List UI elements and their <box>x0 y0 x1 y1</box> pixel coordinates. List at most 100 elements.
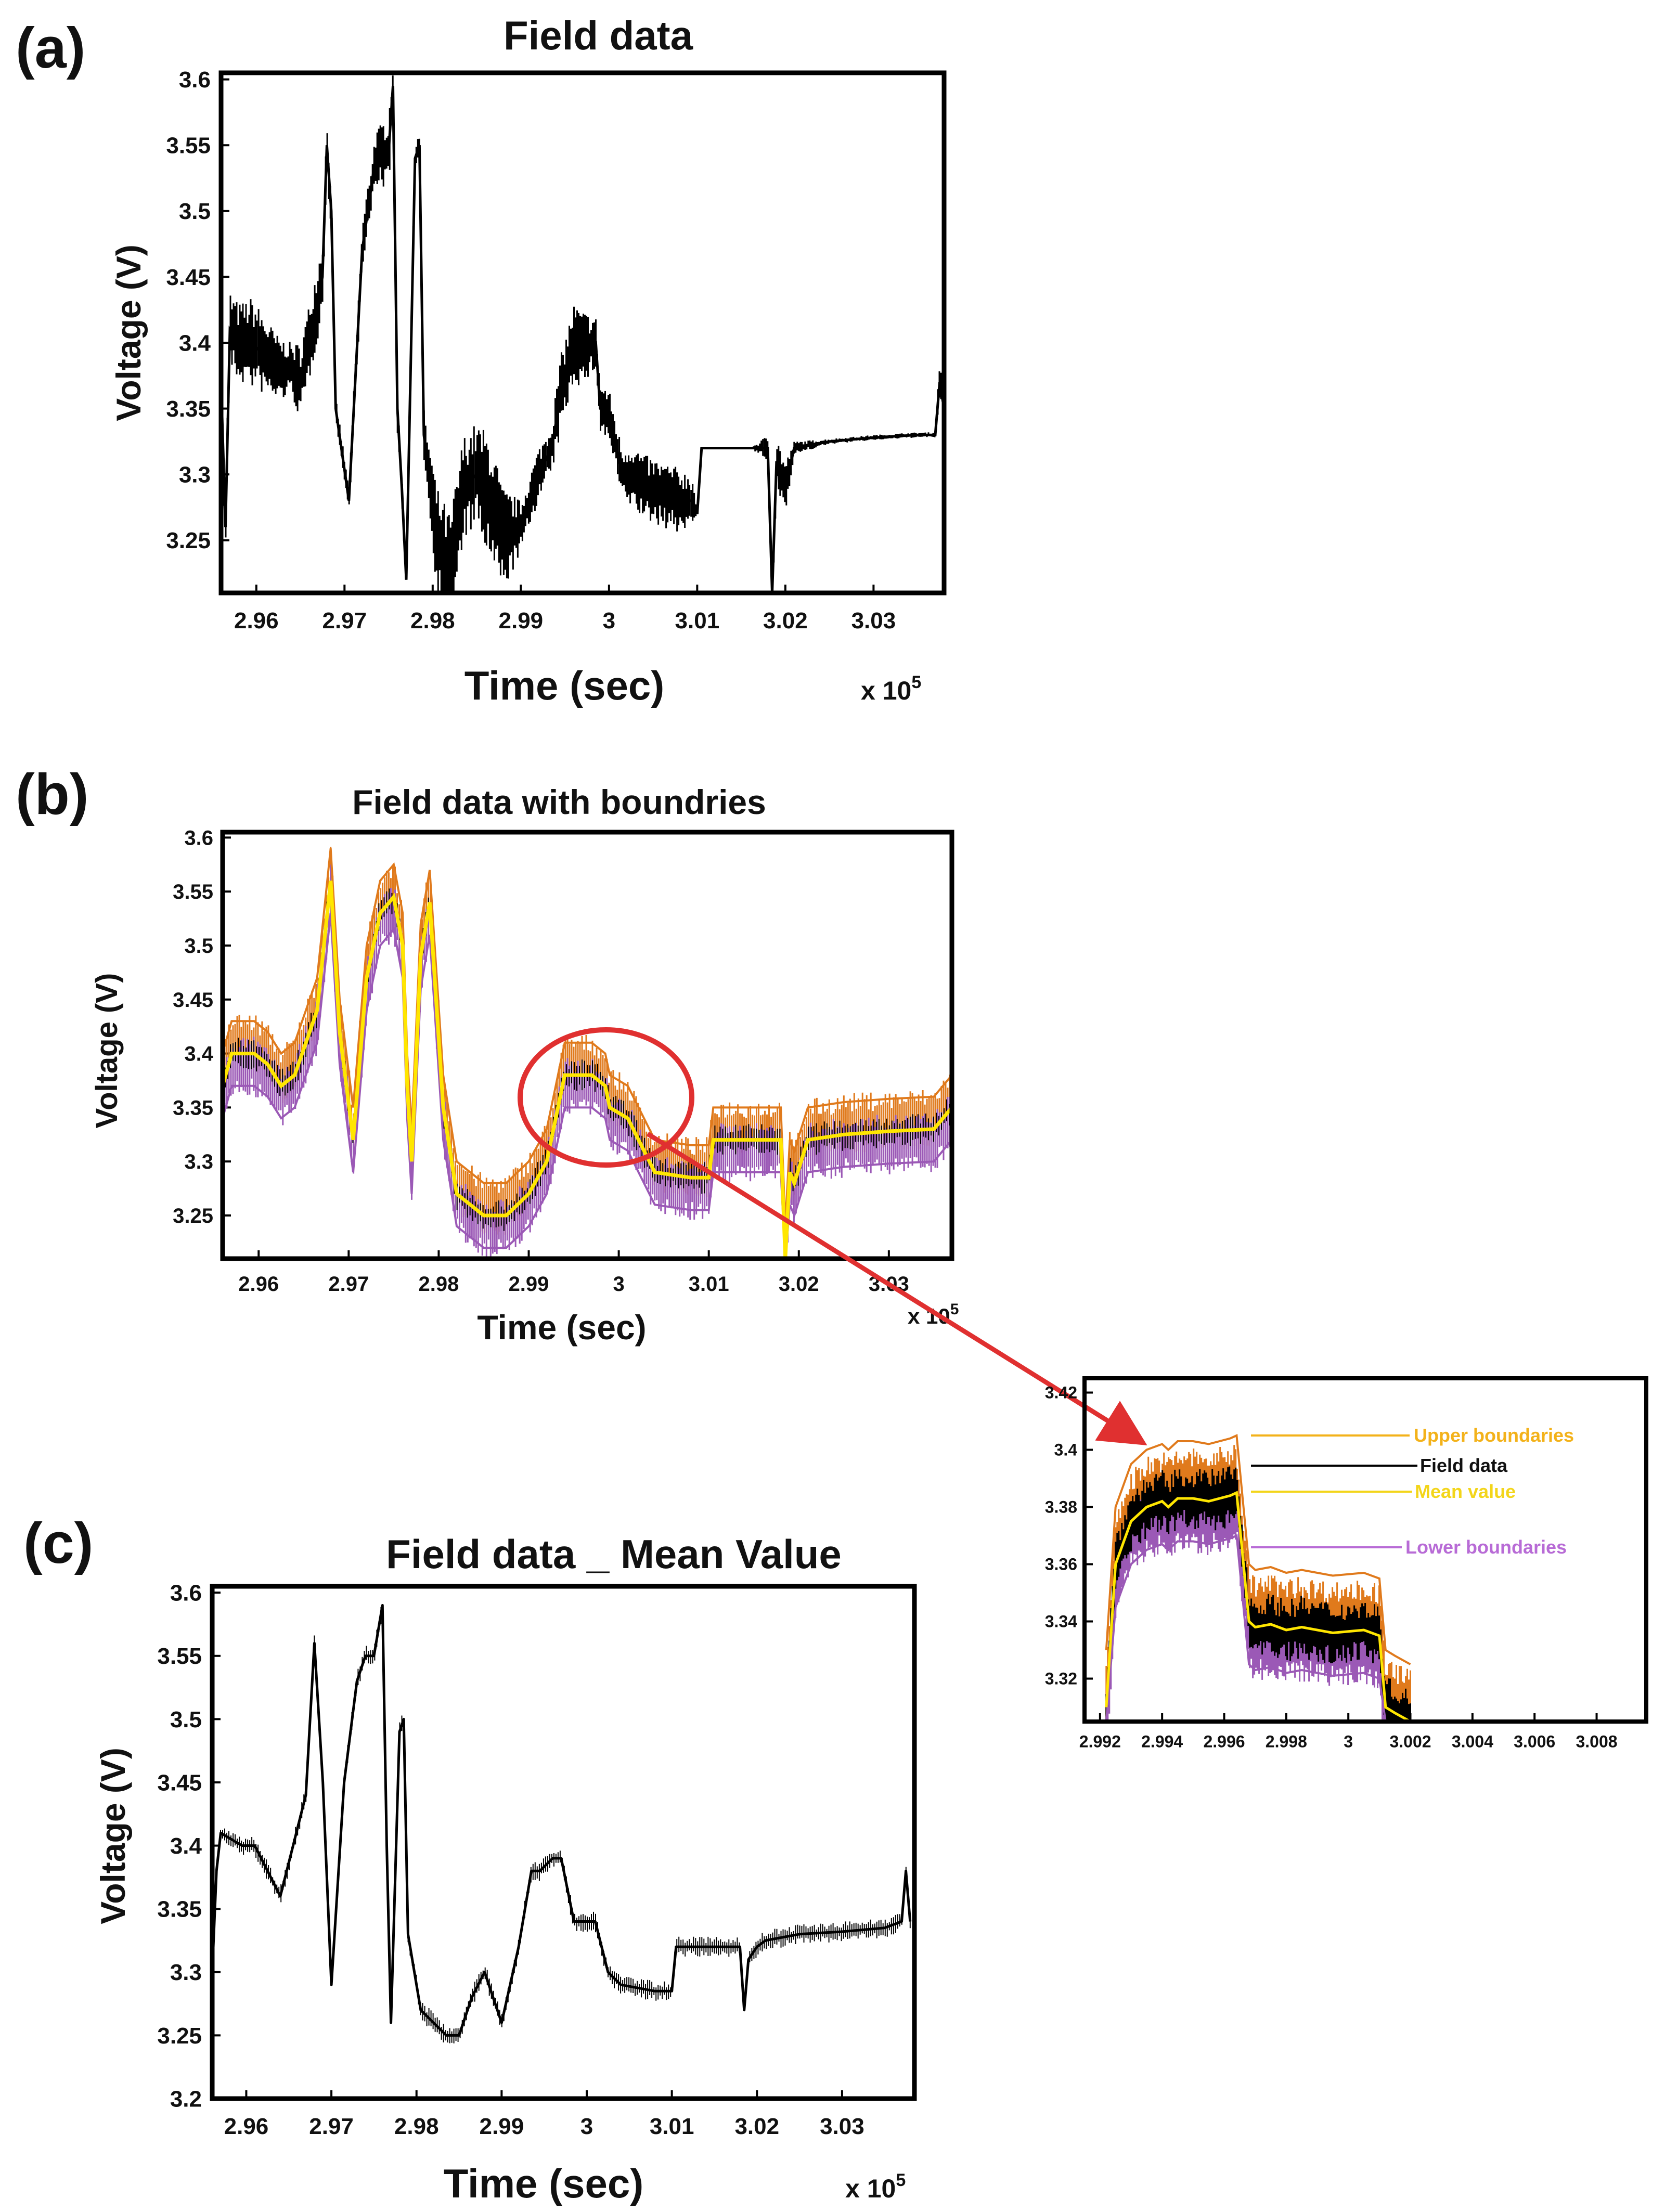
zoom-callout-arrow <box>646 1132 1147 1446</box>
x-tick-label: 2.96 <box>224 2114 269 2139</box>
chart-b-ylabel: Voltage (V) <box>90 973 124 1129</box>
chart-c-plot <box>211 1604 912 2043</box>
y-tick-label: 3.45 <box>157 1770 202 1795</box>
y-tick-label: 3.35 <box>166 396 211 422</box>
chart-a-ylabel: Voltage (V) <box>109 244 148 421</box>
x-tick-label: 3.01 <box>650 2114 694 2139</box>
x-tick-label: 2.99 <box>499 608 544 633</box>
x-tick-label: 2.992 <box>1079 1732 1121 1751</box>
chart-a-plot <box>220 75 946 593</box>
chart-a-title: Field data <box>504 12 693 58</box>
chart-c-title: Field data _ Mean Value <box>386 1531 842 1577</box>
x-tick-label: 3.002 <box>1389 1732 1431 1751</box>
y-tick-label: 3.32 <box>1045 1670 1077 1688</box>
y-tick-label: 3.36 <box>1045 1555 1077 1574</box>
chart-b-title: Field data with boundries <box>352 783 766 821</box>
x-tick-label: 3 <box>613 1273 624 1296</box>
x-tick-label: 2.97 <box>322 608 367 633</box>
zoom-legend: Upper boundaries Field data Mean value L… <box>1251 1425 1574 1558</box>
panel-label-b: (b) <box>16 762 88 826</box>
y-tick-label: 3.4 <box>170 1833 202 1859</box>
y-tick-label: 3.3 <box>179 462 211 488</box>
x-tick-label: 3 <box>580 2114 593 2139</box>
field-data-band <box>220 75 945 593</box>
x-tick-label: 2.98 <box>418 1273 459 1296</box>
chart-b-xlabel: Time (sec) <box>477 1308 646 1347</box>
x-tick-label: 2.98 <box>394 2114 439 2139</box>
y-tick-label: 3.34 <box>1045 1612 1077 1631</box>
y-tick-label: 3.4 <box>179 330 211 356</box>
y-tick-label: 3.6 <box>170 1581 202 1606</box>
x-tick-label: 3.03 <box>820 2114 864 2139</box>
panel-c: (c) Field data _ Mean Value 2.96 2.97 2.98… <box>23 1511 917 2206</box>
x-tick-label: 3.008 <box>1576 1732 1617 1751</box>
y-tick-label: 3.6 <box>184 826 213 849</box>
chart-c-ticks: 2.96 2.97 2.98 2.99 3 3.01 3.02 3.03 3.2 3.25 3.3 3… <box>157 1581 864 2140</box>
y-tick-label: 3.55 <box>173 881 213 903</box>
chart-c-multiplier: x 105 <box>845 2170 906 2203</box>
panel-label-c: (c) <box>23 1511 93 1575</box>
legend-lower-boundaries: Lower boundaries <box>1405 1536 1567 1558</box>
y-tick-label: 3.5 <box>179 199 211 224</box>
y-tick-label: 3.55 <box>157 1644 202 1669</box>
x-tick-label: 3.01 <box>689 1273 729 1296</box>
panel-a: (a) Field data 2.96 2.97 2.98 2.99 3 3.01 3.02… <box>16 12 947 708</box>
x-tick-label: 2.994 <box>1141 1732 1183 1751</box>
upper-boundary-line <box>1105 1434 1411 1665</box>
chart-b-frame <box>220 830 954 1261</box>
lower-boundary-line <box>1105 1534 1411 1723</box>
y-tick-label: 3.2 <box>170 2086 202 2112</box>
mean-value-jitter <box>212 1607 911 2043</box>
y-tick-label: 3.38 <box>1045 1498 1077 1517</box>
x-tick-label: 2.98 <box>410 608 455 633</box>
y-tick-label: 3.3 <box>184 1150 213 1173</box>
y-tick-label: 3.35 <box>173 1096 213 1119</box>
panel-b: (b) Field data with boundries 2.96 2.97 2.… <box>16 762 1147 1446</box>
y-tick-label: 3.25 <box>166 528 211 553</box>
x-tick-label: 2.99 <box>480 2114 524 2139</box>
x-tick-label: 3 <box>1344 1732 1353 1751</box>
panel-b-zoom: 2.992 2.994 2.996 2.998 3 3.002 3.004 3.006 3.00… <box>1045 1376 1648 1751</box>
x-tick-label: 2.96 <box>234 608 279 633</box>
y-tick-label: 3.5 <box>184 935 213 958</box>
chart-a-ticks: 2.96 2.97 2.98 2.99 3 3.01 3.02 3.03 3.25 3.3 3.35… <box>166 67 896 633</box>
lower-boundary-line <box>222 913 953 1259</box>
mean-value-line <box>1105 1491 1411 1723</box>
y-tick-label: 3.35 <box>157 1897 202 1922</box>
x-tick-label: 3.03 <box>851 608 896 633</box>
chart-a-multiplier: x 105 <box>861 672 921 705</box>
chart-a-xlabel: Time (sec) <box>464 663 664 708</box>
x-tick-label: 2.99 <box>509 1273 549 1296</box>
x-tick-label: 3.02 <box>763 608 808 633</box>
x-tick-label: 3.004 <box>1452 1732 1493 1751</box>
legend-upper-boundaries: Upper boundaries <box>1414 1425 1574 1446</box>
zoom-plot <box>1105 1434 1411 1723</box>
x-tick-label: 2.96 <box>238 1273 279 1296</box>
y-tick-label: 3.4 <box>184 1043 213 1066</box>
zoom-callout-ellipse <box>518 1027 694 1168</box>
y-tick-label: 3.3 <box>170 1960 202 1985</box>
legend-mean-value: Mean value <box>1415 1481 1516 1502</box>
chart-a-frame <box>218 70 947 596</box>
chart-b-plot <box>221 847 953 1259</box>
chart-c-frame <box>210 1584 917 2101</box>
legend-field-data: Field data <box>1420 1455 1508 1476</box>
y-tick-label: 3.5 <box>170 1707 202 1732</box>
y-tick-label: 3.45 <box>166 265 211 290</box>
x-tick-label: 2.97 <box>309 2114 354 2139</box>
chart-c-xlabel: Time (sec) <box>444 2161 643 2206</box>
field-data-line <box>220 86 946 593</box>
zoom-frame <box>1082 1376 1648 1724</box>
x-tick-label: 3.02 <box>734 2114 779 2139</box>
y-tick-label: 3.45 <box>173 989 213 1012</box>
y-tick-label: 3.25 <box>157 2023 202 2049</box>
y-tick-label: 3.55 <box>166 133 211 159</box>
x-tick-label: 2.996 <box>1203 1732 1245 1751</box>
x-tick-label: 2.97 <box>328 1273 369 1296</box>
x-tick-label: 3.01 <box>675 608 720 633</box>
x-tick-label: 3 <box>603 608 615 633</box>
chart-c-ylabel: Voltage (V) <box>94 1748 132 1924</box>
panel-label-a: (a) <box>16 16 85 80</box>
y-tick-label: 3.25 <box>173 1205 213 1227</box>
